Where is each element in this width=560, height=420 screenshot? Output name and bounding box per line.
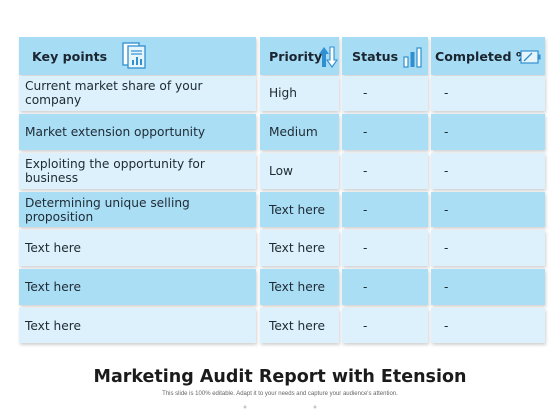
cell-status: - [342,307,428,344]
cell-status: - [342,114,428,150]
table-row: Determining unique selling proposition Te… [19,191,545,231]
cell-completed: - [431,230,545,266]
header-completed-label: Completed % [435,48,529,64]
up-down-arrows-icon [319,46,338,68]
cell-priority: Text here [260,307,339,344]
table-row: Text here Text here - - [19,230,545,269]
cell-status: - [342,75,428,112]
header-priority-label: Priority [269,48,323,64]
header-key-points: Key points [19,37,256,75]
slide-title: Marketing Audit Report with Etension [93,367,467,387]
cell-key-point: Text here [19,269,256,305]
cell-completed: - [431,153,545,189]
cell-priority: Medium [260,114,339,150]
cell-completed: - [431,114,545,150]
table-row: Exploiting the opportunity for business L… [19,153,545,192]
header-key-points-label: Key points [32,48,108,64]
cell-completed: - [431,307,545,344]
slide-indicator-dots [243,405,317,409]
table-row: Text here Text here - - [19,269,545,308]
cell-status: - [342,269,428,305]
cell-priority: Text here [260,269,339,305]
header-status: Status [342,37,428,75]
cell-completed: - [431,191,545,228]
cell-status: - [342,230,428,266]
document-chart-icon [122,42,146,69]
table-body: Current market share of your company High… [19,75,545,347]
cell-key-point: Current market share of your company [19,75,256,112]
cell-key-point: Exploiting the opportunity for business [19,153,256,189]
cell-priority: Text here [260,230,339,266]
table-row: Market extension opportunity Medium - - [19,114,545,153]
cell-completed: - [431,75,545,112]
cell-key-point: Market extension opportunity [19,114,256,150]
cell-status: - [342,191,428,228]
bar-chart-icon [403,47,422,68]
cell-key-point: Text here [19,230,256,266]
table-header-row: Key points Priority Status [19,37,545,76]
audit-table: Key points Priority Status [19,37,545,347]
cell-key-point: Text here [19,307,256,344]
slide-subtitle: This slide is 100% editable. Adapt it to… [162,391,398,397]
header-status-label: Status [352,48,399,64]
cell-status: - [342,153,428,189]
cell-priority: High [260,75,339,112]
table-row: Text here Text here - - [19,307,545,347]
cell-priority: Low [260,153,339,189]
header-completed: Completed % [431,37,545,75]
cell-completed: - [431,269,545,305]
cell-priority: Text here [260,191,339,228]
cell-key-point: Determining unique selling proposition [19,191,256,228]
header-priority: Priority [260,37,339,75]
table-row: Current market share of your company High… [19,75,545,115]
battery-icon [520,50,541,64]
